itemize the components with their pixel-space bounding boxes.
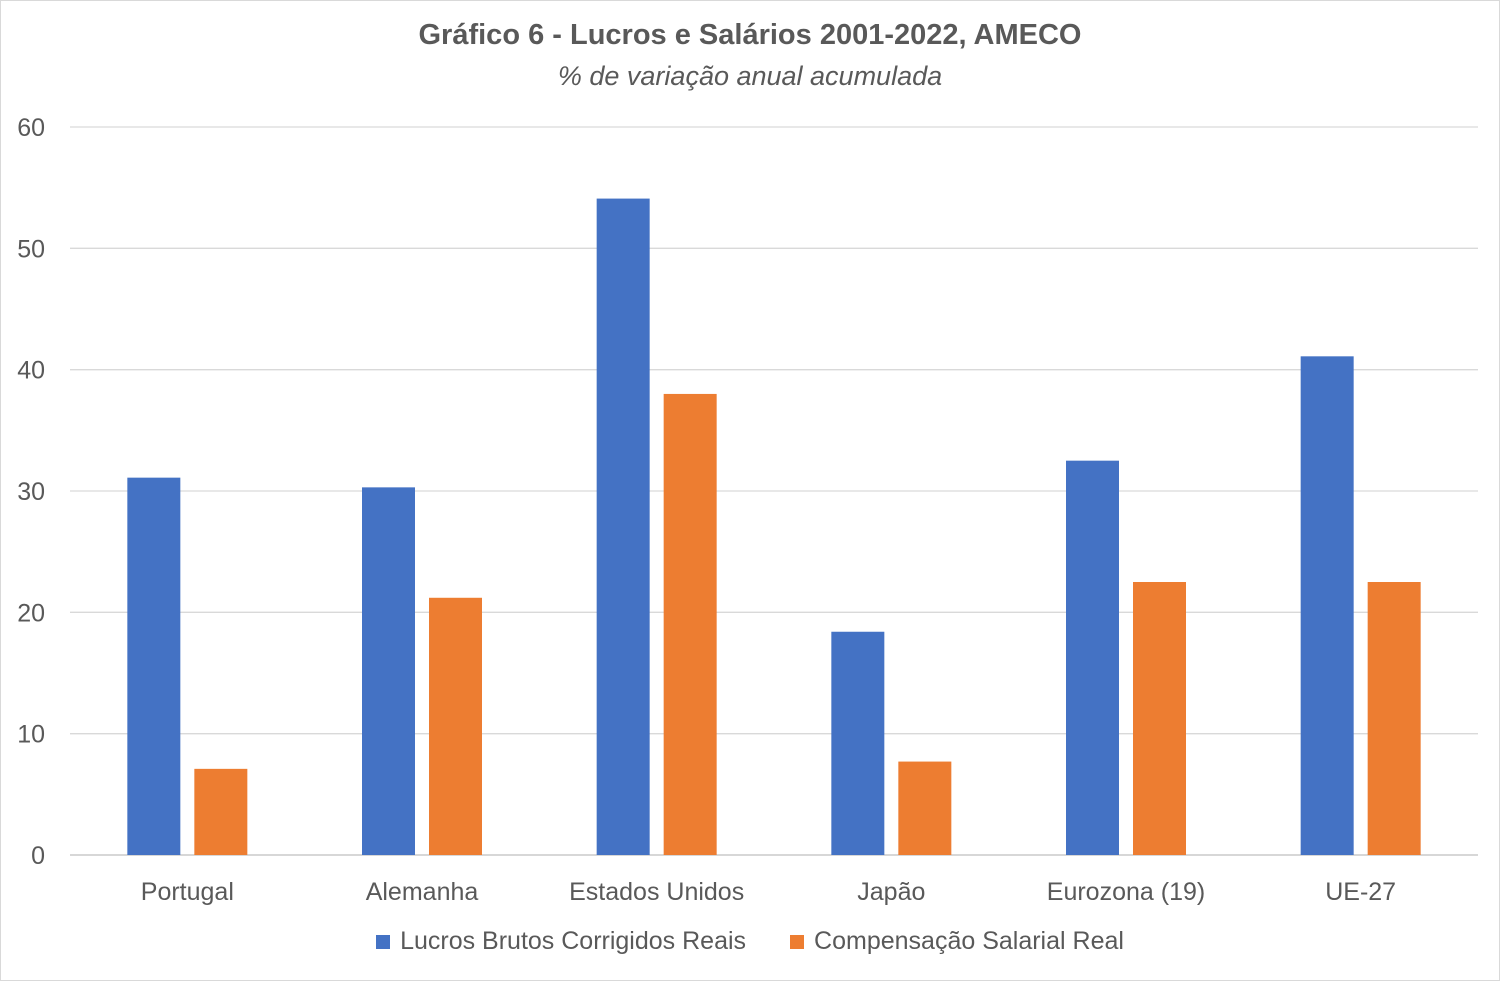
x-tick-label: Alemanha — [366, 878, 479, 906]
x-tick-label: Japão — [857, 878, 925, 906]
bar-compensacao-1 — [429, 597, 482, 855]
y-tick-label: 30 — [17, 478, 45, 506]
y-tick-label: 10 — [17, 721, 45, 749]
bar-lucros-0 — [127, 477, 181, 855]
legend: Lucros Brutos Corrigidos Reais Compensaç… — [1, 927, 1499, 956]
y-tick-label: 60 — [17, 114, 45, 142]
bar-lucros-4 — [1066, 460, 1119, 855]
x-tick-label: Portugal — [141, 878, 234, 906]
legend-item-lucros: Lucros Brutos Corrigidos Reais — [376, 927, 746, 956]
x-tick-label: UE-27 — [1325, 878, 1396, 906]
bar-lucros-3 — [831, 631, 885, 855]
chart-subtitle: % de variação anual acumulada — [557, 61, 943, 91]
bar-compensacao-0 — [194, 768, 248, 855]
legend-swatch-compensacao — [790, 934, 805, 949]
bar-lucros-5 — [1300, 356, 1354, 855]
x-tick-label: Estados Unidos — [569, 878, 744, 906]
bar-lucros-2 — [596, 198, 650, 855]
bar-compensacao-4 — [1133, 582, 1186, 855]
x-axis-ticks: Portugal Alemanha Estados Unidos Japão Euroz… — [141, 878, 1396, 906]
y-tick-label: 0 — [31, 842, 45, 870]
x-tick-label: Eurozona (19) — [1047, 878, 1205, 906]
bar-compensacao-5 — [1367, 582, 1421, 855]
y-tick-label: 20 — [17, 599, 45, 627]
bar-compensacao-3 — [898, 761, 952, 855]
legend-swatch-lucros — [376, 934, 391, 949]
legend-item-compensacao: Compensação Salarial Real — [790, 927, 1124, 956]
y-axis-ticks: 0 10 20 30 40 50 60 — [17, 114, 45, 870]
y-tick-label: 40 — [17, 357, 45, 385]
y-tick-label: 50 — [17, 235, 45, 263]
gridlines — [70, 126, 1478, 856]
legend-label-compensacao: Compensação Salarial Real — [814, 927, 1124, 955]
bar-lucros-1 — [362, 487, 415, 855]
bars — [127, 198, 1421, 855]
legend-label-lucros: Lucros Brutos Corrigidos Reais — [400, 927, 747, 955]
chart-title: Gráfico 6 - Lucros e Salários 2001-2022,… — [418, 19, 1082, 51]
bar-compensacao-2 — [663, 393, 717, 855]
